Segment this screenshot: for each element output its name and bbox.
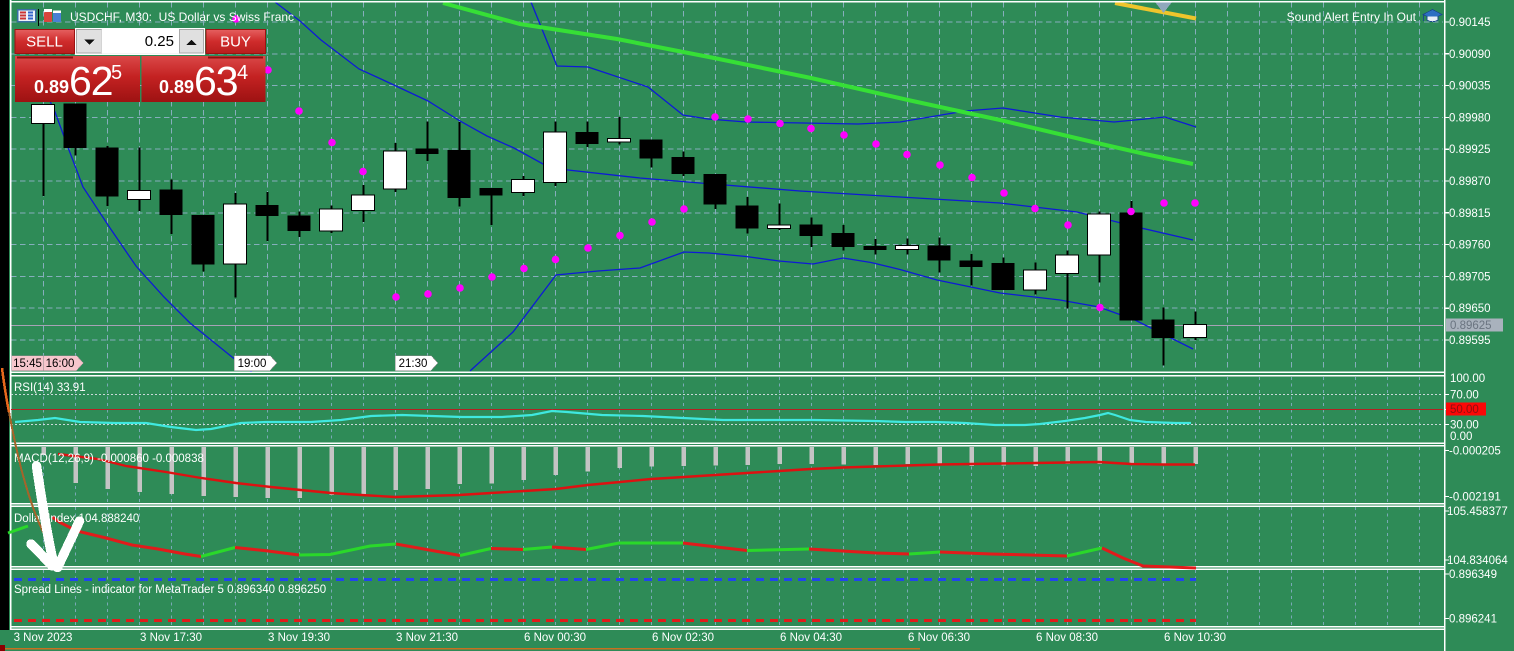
svg-text:21:30: 21:30 [399, 358, 428, 370]
svg-text:0.89980: 0.89980 [1449, 112, 1491, 124]
svg-text:MACD(12,26,9) -0.000860 -0.000: MACD(12,26,9) -0.000860 -0.000838 [14, 453, 204, 465]
svg-text:0.89815: 0.89815 [1449, 208, 1491, 220]
svg-text:6 Nov 00:30: 6 Nov 00:30 [524, 632, 586, 644]
svg-text:19:00: 19:00 [238, 358, 267, 370]
svg-text:0.896349: 0.896349 [1449, 569, 1497, 581]
svg-text:3 Nov 21:30: 3 Nov 21:30 [396, 632, 458, 644]
svg-text:0.89870: 0.89870 [1449, 176, 1491, 188]
svg-text:6 Nov 08:30: 6 Nov 08:30 [1036, 632, 1098, 644]
svg-text:5: 5 [111, 62, 122, 84]
svg-text:105.458377: 105.458377 [1447, 506, 1508, 518]
svg-text:0.89760: 0.89760 [1449, 240, 1491, 252]
svg-text:0.90035: 0.90035 [1449, 81, 1491, 93]
svg-text:0.89595: 0.89595 [1449, 335, 1491, 347]
svg-text:0.89925: 0.89925 [1449, 144, 1491, 156]
svg-text:3 Nov 17:30: 3 Nov 17:30 [140, 632, 202, 644]
svg-text:0.896241: 0.896241 [1449, 614, 1497, 626]
svg-text:50.00: 50.00 [1450, 404, 1479, 416]
svg-text:62: 62 [69, 58, 113, 104]
svg-text:6 Nov 06:30: 6 Nov 06:30 [908, 632, 970, 644]
svg-text:100.00: 100.00 [1450, 373, 1485, 385]
svg-text:70.00: 70.00 [1450, 390, 1479, 402]
svg-text:0.25: 0.25 [145, 33, 174, 50]
svg-text:USDCHF, M30: US Dollar vs Swi: USDCHF, M30: US Dollar vs Swiss Franc [70, 10, 294, 24]
svg-text:0.89705: 0.89705 [1449, 271, 1491, 283]
svg-text:RSI(14) 33.91: RSI(14) 33.91 [14, 382, 86, 394]
svg-text:16:00: 16:00 [46, 358, 75, 370]
svg-text:Spread Lines - indicator for M: Spread Lines - indicator for MetaTrader … [14, 584, 326, 596]
svg-text:6 Nov 02:30: 6 Nov 02:30 [652, 632, 714, 644]
svg-text:3 Nov 2023: 3 Nov 2023 [14, 632, 73, 644]
svg-text:6 Nov 10:30: 6 Nov 10:30 [1164, 632, 1226, 644]
svg-text:15:45: 15:45 [13, 358, 42, 370]
svg-text:30.00: 30.00 [1450, 420, 1479, 432]
svg-text:0.89: 0.89 [34, 77, 69, 97]
svg-text:4: 4 [237, 62, 248, 84]
svg-text:-0.000205: -0.000205 [1449, 446, 1501, 458]
svg-text:0.90145: 0.90145 [1449, 17, 1491, 29]
svg-text:3 Nov 19:30: 3 Nov 19:30 [268, 632, 330, 644]
svg-text:BUY: BUY [220, 34, 251, 51]
svg-text:0.89625: 0.89625 [1450, 320, 1492, 332]
svg-text:6 Nov 04:30: 6 Nov 04:30 [780, 632, 842, 644]
svg-text:-0.002191: -0.002191 [1449, 492, 1501, 504]
svg-text:0.90090: 0.90090 [1449, 49, 1491, 61]
svg-text:63: 63 [194, 58, 238, 104]
svg-text:SELL: SELL [26, 34, 63, 51]
svg-text:0.89: 0.89 [159, 77, 194, 97]
svg-text:104.834064: 104.834064 [1447, 555, 1508, 567]
svg-text:0.00: 0.00 [1450, 431, 1472, 443]
svg-text:Sound Alert Entry In Out: Sound Alert Entry In Out [1287, 10, 1417, 24]
svg-text:0.89650: 0.89650 [1449, 303, 1491, 315]
